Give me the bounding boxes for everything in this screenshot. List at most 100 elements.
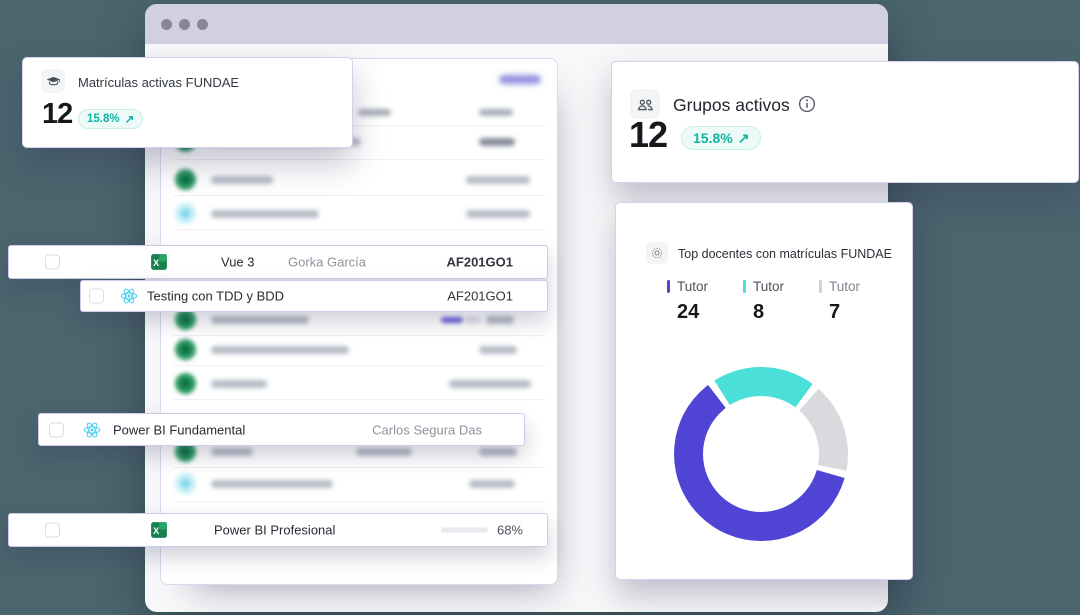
- course-name: Power BI Fundamental: [113, 422, 246, 437]
- row-checkbox[interactable]: [45, 254, 60, 270]
- excel-icon: X: [149, 520, 169, 540]
- course-teacher: Carlos Segura Das: [372, 422, 482, 437]
- course-name: Testing con TDD y BDD: [147, 288, 285, 304]
- course-status-icon: [175, 169, 196, 190]
- legend-value: 24: [677, 301, 700, 323]
- delta-value: 15.8%: [87, 113, 120, 125]
- row-separator: [173, 335, 545, 336]
- medal-icon: [646, 242, 668, 264]
- blurred-course-name: [211, 448, 253, 456]
- course-row-vue3[interactable]: X Vue 3 Gorka García AF201GO1: [8, 245, 548, 279]
- chart-card-top-docentes: Top docentes con matrículas FUNDAE Tutor…: [615, 202, 913, 580]
- see-all-link-blurred[interactable]: [499, 75, 541, 84]
- traffic-light-icon[interactable]: [179, 18, 190, 30]
- blurred-cell: [356, 448, 412, 456]
- blurred-progress-track: [465, 317, 481, 323]
- blurred-table-row[interactable]: [161, 439, 557, 469]
- progress-label: 68%: [496, 522, 523, 538]
- row-checkbox[interactable]: [49, 422, 64, 437]
- blurred-cell: [479, 138, 515, 146]
- blurred-table-row[interactable]: [161, 201, 557, 231]
- course-status-icon: [175, 309, 196, 330]
- course-progress: 68%: [440, 522, 523, 538]
- legend-color-bar: [819, 280, 822, 293]
- blurred-course-name: [211, 346, 349, 354]
- blurred-column-header: [479, 109, 513, 116]
- row-separator: [173, 195, 545, 196]
- donut-chart: [674, 367, 848, 541]
- legend-label: Tutor: [677, 279, 709, 294]
- course-row-pbi-profesional[interactable]: X Power BI Profesional 68%: [8, 513, 548, 547]
- blurred-cell: [479, 346, 517, 354]
- course-status-icon: [175, 339, 196, 360]
- course-row-testing[interactable]: Testing con TDD y BDD AF201GO1: [80, 280, 548, 312]
- legend-item: Tutor 8: [731, 279, 807, 324]
- blurred-cell: [449, 380, 531, 388]
- row-separator: [173, 125, 545, 126]
- row-separator: [173, 229, 545, 230]
- blurred-table-row[interactable]: [161, 337, 557, 367]
- traffic-light-icon[interactable]: [197, 18, 208, 30]
- course-status-icon: [175, 473, 196, 494]
- row-separator: [173, 501, 545, 502]
- kpi-card-matriculas: Matrículas activas FUNDAE 12 15.8% ↗: [22, 57, 353, 148]
- people-group-icon: [630, 89, 660, 119]
- row-checkbox[interactable]: [89, 288, 104, 304]
- progress-track: [440, 527, 488, 533]
- kpi-card-grupos: Grupos activos 12 15.8% ↗: [611, 61, 1079, 183]
- blurred-table-row[interactable]: [161, 471, 557, 501]
- blurred-cell: [466, 176, 530, 184]
- blurred-table-row[interactable]: [161, 371, 557, 401]
- legend-item: Tutor 24: [655, 279, 731, 324]
- course-row-pbi-fundamental[interactable]: Power BI Fundamental Carlos Segura Das: [38, 413, 525, 446]
- kpi-delta-badge: 15.8% ↗: [78, 109, 144, 129]
- blurred-course-name: [211, 316, 309, 324]
- window-titlebar: [145, 4, 888, 44]
- trend-up-icon: ↗: [737, 129, 750, 146]
- kpi-title: Matrículas activas FUNDAE: [78, 75, 240, 90]
- legend-label: Tutor: [753, 279, 785, 294]
- blurred-cell: [469, 480, 515, 488]
- row-separator: [173, 159, 545, 160]
- legend-color-bar: [667, 280, 670, 293]
- course-status-icon: [175, 441, 196, 462]
- course-name: Power BI Profesional: [214, 522, 336, 538]
- svg-text:X: X: [153, 526, 160, 536]
- react-icon: [82, 420, 102, 440]
- excel-icon: X: [149, 252, 169, 272]
- info-icon[interactable]: [798, 95, 816, 113]
- blurred-course-name: [211, 480, 333, 488]
- blurred-course-name: [211, 210, 319, 218]
- blurred-cell: [486, 316, 514, 324]
- svg-text:X: X: [153, 258, 160, 268]
- blurred-cell: [479, 448, 517, 456]
- row-separator: [173, 399, 545, 400]
- course-code: AF201GO1: [446, 254, 513, 270]
- courses-table-panel: [160, 58, 558, 585]
- legend-item: Tutor 7: [807, 279, 883, 324]
- course-status-icon: [175, 203, 196, 224]
- react-icon: [119, 286, 139, 306]
- kpi-value: 12: [42, 98, 73, 130]
- chart-legend: Tutor 24 Tutor 8 Tutor 7: [655, 279, 883, 324]
- kpi-value: 12: [629, 114, 668, 155]
- blurred-table-row[interactable]: [161, 307, 557, 337]
- blurred-cell: [466, 210, 530, 218]
- row-checkbox[interactable]: [45, 522, 60, 538]
- course-code: AF201GO1: [447, 288, 513, 304]
- traffic-light-icon[interactable]: [161, 18, 172, 30]
- blurred-table-row[interactable]: [161, 167, 557, 197]
- trend-up-icon: ↗: [124, 114, 135, 126]
- row-separator: [173, 365, 545, 366]
- kpi-delta-badge: 15.8% ↗: [681, 126, 762, 150]
- legend-value: 8: [753, 301, 765, 323]
- legend-value: 7: [829, 301, 841, 323]
- blurred-course-name: [211, 176, 273, 184]
- blurred-column-header: [358, 109, 391, 116]
- row-separator: [173, 467, 545, 468]
- kpi-title: Grupos activos: [673, 95, 790, 115]
- course-name: Vue 3: [221, 254, 255, 270]
- legend-color-bar: [743, 280, 746, 293]
- blurred-course-name: [211, 380, 267, 388]
